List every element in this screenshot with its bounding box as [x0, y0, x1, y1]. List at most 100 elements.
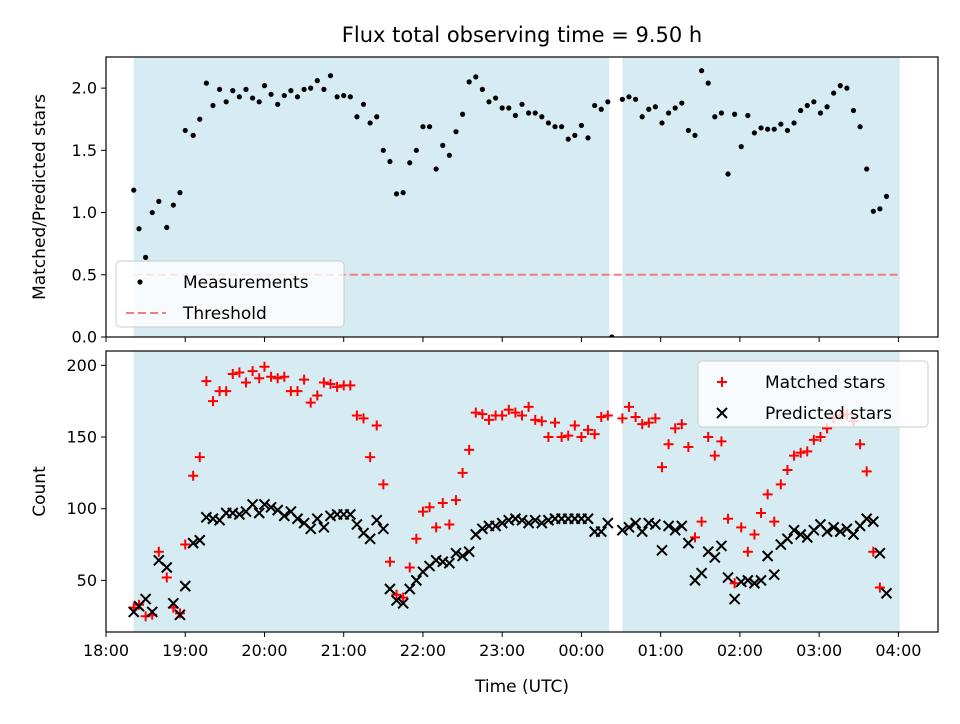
data-point	[230, 88, 236, 94]
data-point	[450, 495, 461, 506]
data-point	[321, 86, 327, 92]
x-tick-label: 21:00	[321, 641, 367, 660]
data-point	[665, 110, 672, 116]
data-point	[827, 521, 840, 534]
data-point	[358, 413, 369, 424]
data-point	[384, 583, 396, 595]
data-point	[354, 114, 360, 120]
x-tick-label: 04:00	[875, 641, 921, 660]
x-tick-label: 02:00	[717, 641, 763, 660]
legend-label: Matched stars	[765, 373, 885, 393]
data-point	[134, 599, 145, 610]
data-point	[437, 497, 448, 508]
data-point	[649, 518, 662, 531]
count-panel: 50 100 150 200 18:00 19:00 20:00 21:00 22:00 23:0…	[30, 350, 939, 660]
data-point	[646, 106, 652, 112]
data-point	[811, 99, 817, 105]
data-point	[207, 396, 218, 407]
data-point	[808, 434, 819, 445]
data-point	[748, 577, 761, 589]
data-point	[619, 96, 625, 102]
data-point	[583, 424, 594, 435]
data-point	[629, 517, 642, 529]
data-point	[585, 135, 591, 141]
data-point	[598, 106, 604, 112]
data-point	[589, 429, 600, 440]
chart-title: Flux total observing time = 9.50 h	[342, 23, 702, 47]
data-point	[187, 537, 199, 549]
y-axis-label: Count	[30, 466, 50, 517]
data-point	[864, 166, 870, 172]
data-point	[136, 226, 142, 232]
data-point	[784, 127, 791, 134]
data-point	[153, 546, 164, 557]
data-point	[676, 419, 687, 430]
data-point	[526, 110, 532, 116]
data-point	[837, 83, 843, 89]
data-point	[492, 95, 499, 101]
data-point	[782, 464, 793, 475]
data-point	[174, 609, 186, 621]
data-point	[676, 520, 688, 532]
data-point	[860, 513, 873, 525]
data-point	[652, 104, 658, 110]
data-point	[453, 129, 459, 135]
data-point	[626, 94, 632, 100]
legend-marker	[137, 279, 143, 285]
legend-label: Predicted stars	[765, 404, 892, 424]
data-point	[446, 152, 452, 158]
data-point	[844, 85, 850, 91]
data-point	[709, 551, 721, 564]
data-point	[318, 377, 329, 388]
data-point	[347, 94, 353, 100]
data-point	[299, 374, 310, 385]
data-point	[149, 209, 155, 216]
x-tick-label: 22:00	[400, 641, 446, 660]
data-point	[301, 86, 307, 92]
data-point	[679, 100, 685, 106]
data-point	[692, 132, 698, 138]
data-point	[762, 489, 773, 500]
data-point	[695, 567, 708, 579]
legend-marker	[717, 377, 727, 387]
legend-marker	[716, 407, 728, 419]
data-point	[161, 561, 173, 574]
data-point	[728, 593, 741, 605]
data-point	[384, 556, 395, 567]
data-point	[143, 254, 149, 260]
data-point	[258, 498, 271, 511]
data-point	[314, 78, 320, 84]
data-point	[656, 544, 668, 556]
data-point	[470, 407, 481, 418]
data-point	[404, 562, 415, 573]
data-point	[723, 513, 734, 524]
data-point	[523, 401, 534, 412]
data-point	[311, 513, 324, 525]
data-point	[334, 94, 340, 100]
data-point	[669, 524, 681, 536]
data-point	[778, 121, 784, 127]
data-point	[413, 147, 419, 153]
data-point	[479, 86, 485, 92]
data-point	[450, 547, 462, 559]
data-point	[506, 105, 512, 111]
data-point	[364, 533, 376, 545]
y-tick-label: 1.5	[72, 141, 97, 160]
data-point	[712, 114, 718, 120]
data-point	[738, 144, 744, 150]
data-point	[473, 74, 479, 80]
data-point	[802, 446, 813, 457]
data-point	[374, 114, 380, 120]
legend-label: Threshold	[182, 304, 267, 324]
data-point	[167, 597, 180, 610]
data-point	[824, 104, 830, 110]
data-point	[291, 513, 304, 525]
data-point	[517, 410, 527, 421]
data-point	[850, 107, 857, 114]
data-point	[360, 101, 367, 107]
data-point	[431, 522, 442, 533]
data-point	[563, 430, 574, 441]
data-point	[305, 397, 316, 408]
data-point	[424, 502, 435, 513]
